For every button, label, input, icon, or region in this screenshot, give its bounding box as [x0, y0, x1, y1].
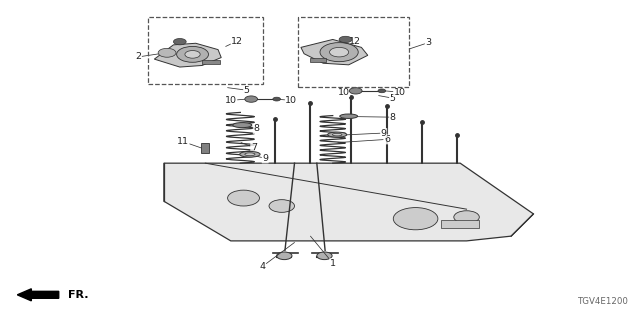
Text: 11: 11 — [177, 137, 204, 149]
Circle shape — [228, 190, 259, 206]
Circle shape — [394, 208, 438, 230]
Circle shape — [273, 97, 280, 101]
Circle shape — [349, 88, 362, 94]
Text: 10: 10 — [275, 96, 298, 105]
Polygon shape — [301, 39, 368, 65]
Bar — [202, 60, 220, 64]
Bar — [298, 17, 409, 87]
Bar — [310, 59, 326, 62]
Polygon shape — [154, 43, 221, 67]
Ellipse shape — [340, 114, 358, 118]
Ellipse shape — [233, 123, 252, 128]
Circle shape — [173, 38, 186, 45]
Text: 5: 5 — [379, 94, 396, 103]
Text: 10: 10 — [385, 88, 406, 97]
Text: 8: 8 — [245, 124, 259, 133]
Bar — [441, 220, 479, 228]
Text: 10: 10 — [225, 96, 246, 105]
Circle shape — [339, 36, 352, 43]
Text: 12: 12 — [226, 36, 243, 46]
Ellipse shape — [240, 151, 260, 157]
Text: 2: 2 — [136, 52, 170, 61]
Circle shape — [320, 43, 358, 62]
Circle shape — [269, 200, 294, 212]
Text: 3: 3 — [409, 38, 431, 49]
Text: 7: 7 — [241, 142, 257, 152]
Circle shape — [317, 252, 332, 260]
Text: 6: 6 — [338, 135, 390, 144]
Circle shape — [454, 211, 479, 223]
Text: 8: 8 — [351, 113, 396, 122]
Text: 5: 5 — [228, 86, 250, 95]
Ellipse shape — [245, 153, 255, 156]
Ellipse shape — [328, 132, 347, 137]
Circle shape — [378, 89, 386, 93]
Text: 12: 12 — [344, 36, 361, 46]
Text: 10: 10 — [337, 88, 356, 97]
Ellipse shape — [332, 133, 342, 136]
Circle shape — [245, 96, 257, 102]
Circle shape — [330, 47, 349, 57]
Bar — [202, 143, 209, 153]
Bar — [148, 17, 262, 84]
Circle shape — [276, 252, 292, 260]
Circle shape — [158, 48, 176, 57]
Text: 1: 1 — [310, 236, 336, 268]
Polygon shape — [164, 163, 534, 241]
Circle shape — [177, 46, 209, 62]
Text: FR.: FR. — [68, 290, 89, 300]
Text: 4: 4 — [260, 243, 294, 271]
Text: 9: 9 — [338, 129, 387, 138]
Circle shape — [185, 51, 200, 58]
FancyArrow shape — [17, 289, 59, 301]
Text: 9: 9 — [252, 154, 268, 163]
Text: TGV4E1200: TGV4E1200 — [578, 297, 629, 306]
